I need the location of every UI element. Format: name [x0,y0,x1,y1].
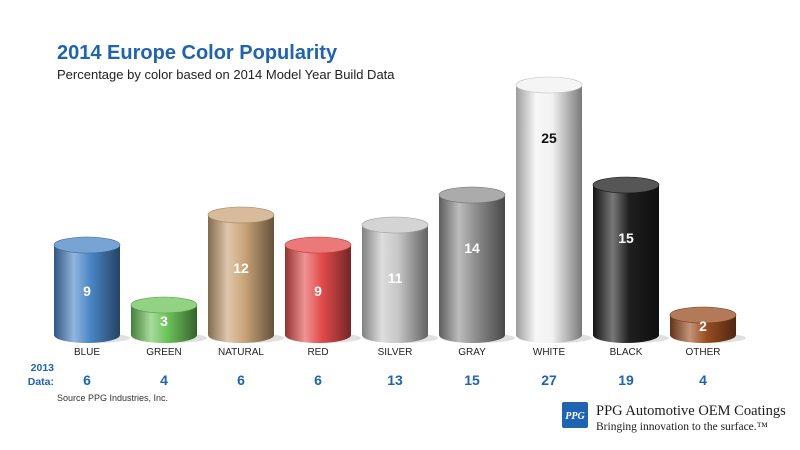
bar-top-white [515,76,583,94]
bar-gray: 14 [438,186,515,343]
category-label: GRAY [458,347,486,358]
bar-top-red [284,236,352,254]
chart-subtitle: Percentage by color based on 2014 Model … [57,67,395,82]
bar-value-label: 2 [699,318,707,334]
prev-year-value: 6 [314,372,322,388]
bar-top-blue [53,236,121,254]
chart-title: 2014 Europe Color Popularity [57,42,338,64]
prev-year-value: 27 [541,372,557,388]
prev-year-value: 6 [83,372,91,388]
bar-value-label: 15 [618,230,634,246]
prev-year-value: 15 [464,372,480,388]
bar-other: 2 [669,306,746,343]
bar-body-natural [208,215,274,343]
prev-year-value: 19 [618,372,634,388]
logo-tagline: Bringing innovation to the surface.™ [596,421,768,433]
bar-white: 25 [515,76,592,343]
prev-year-value: 4 [160,372,168,388]
bar-blue: 9 [53,236,130,343]
category-label: GREEN [146,347,182,358]
ppg-logo: PPG PPG Automotive OEM Coatings Bringing… [562,401,792,437]
prev-year-label: 2013 Data: [14,361,54,389]
bar-natural: 12 [207,206,284,343]
bar-body-blue [54,245,120,343]
category-label: RED [307,347,328,358]
bar-body-green [131,305,197,343]
bar-value-label: 9 [314,283,322,299]
category-label: BLUE [74,347,100,358]
bar-value-label: 25 [541,130,557,146]
bar-value-label: 3 [160,313,168,329]
bar-top-black [592,176,660,194]
bar-black: 15 [592,176,669,343]
bar-value-label: 14 [464,240,480,256]
bar-top-natural [207,206,275,224]
ppg-logo-mark: PPG [562,402,588,428]
logo-name: PPG Automotive OEM Coatings [596,403,786,419]
category-label: BLACK [610,347,643,358]
bar-top-silver [361,216,429,234]
prev-year-label-text: Data: [27,376,54,388]
category-label: NATURAL [218,347,264,358]
category-label: OTHER [686,347,721,358]
category-label: SILVER [378,347,413,358]
prev-year-value: 4 [699,372,707,388]
bar-body-gray [439,195,505,343]
bar-body-red [285,245,351,343]
bar-green: 3 [130,296,207,343]
prev-year-value: 6 [237,372,245,388]
bar-top-gray [438,186,506,204]
bar-body-white [516,85,582,343]
bar-silver: 11 [361,216,438,343]
prev-year-value: 13 [387,372,403,388]
bar-value-label: 11 [388,270,403,286]
bar-red: 9 [284,236,361,343]
bar-value-label: 12 [233,260,249,276]
bar-value-label: 9 [83,283,91,299]
bar-body-silver [362,225,428,343]
category-label: WHITE [533,347,566,358]
prev-year-label-year: 2013 [30,362,54,374]
ppg-logo-mark-text: PPG [565,411,585,422]
bar-top-other [669,306,737,324]
source-note: Source PPG Industries, Inc. [57,393,169,403]
bar-top-green [130,296,198,314]
bar-body-black [593,185,659,343]
